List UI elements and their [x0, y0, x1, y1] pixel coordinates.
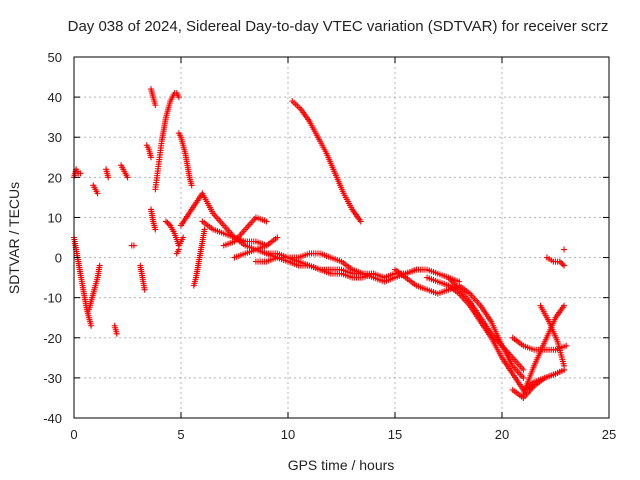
- data-point: [563, 342, 570, 349]
- series-arc-g: [111, 322, 120, 337]
- y-tick-label: -20: [43, 331, 62, 346]
- series-arc-f: [118, 162, 131, 181]
- data-point: [274, 234, 281, 241]
- data-point: [94, 190, 101, 197]
- axis-ticks: [73, 56, 610, 419]
- data-point: [175, 94, 182, 101]
- series-arc-p: [175, 130, 195, 189]
- chart-title: Day 038 of 2024, Sidereal Day-to-day VTE…: [68, 18, 609, 35]
- series-arc-l: [148, 206, 159, 233]
- series-arc-ah: [543, 254, 568, 269]
- grid: [74, 57, 609, 418]
- series-arc-n: [163, 218, 187, 249]
- series-arc-j: [143, 142, 155, 161]
- data-point: [148, 154, 155, 161]
- y-tick-label: -40: [43, 411, 62, 426]
- data-point: [77, 170, 84, 177]
- series-arc-q: [190, 226, 208, 289]
- y-tick-label: -10: [43, 291, 62, 306]
- x-tick-label: 0: [70, 427, 77, 442]
- y-tick-label: 50: [48, 50, 62, 65]
- x-tick-label: 15: [388, 427, 402, 442]
- data-point: [559, 261, 566, 268]
- data-point: [105, 174, 112, 181]
- y-tick-label: 30: [48, 130, 62, 145]
- y-tick-label: -30: [43, 371, 62, 386]
- data-point: [413, 266, 420, 273]
- series-arc-d: [90, 182, 101, 197]
- data-point: [152, 102, 159, 109]
- x-tick-label: 5: [177, 427, 184, 442]
- data-point: [561, 262, 568, 269]
- data-point: [124, 174, 131, 181]
- data-point: [558, 259, 565, 266]
- series-arc-u: [231, 234, 281, 261]
- series-arc-k: [148, 86, 159, 109]
- tick-labels: 0 5 10 15 20 25 -40 -30 -20 -10 0 10 20 30 40 50: [43, 50, 616, 442]
- data-point: [520, 374, 527, 381]
- series-arc-b: [71, 166, 84, 181]
- x-tick-label: 10: [281, 427, 295, 442]
- series-arc-h: [128, 242, 137, 249]
- data-point: [561, 362, 568, 369]
- data-point: [164, 219, 171, 226]
- data-point: [561, 246, 568, 253]
- data-point: [88, 322, 95, 329]
- series-arc-i: [137, 262, 148, 293]
- data-point: [520, 366, 527, 373]
- data-point: [201, 226, 208, 233]
- series-arc-ab: [445, 274, 527, 373]
- data-point: [188, 182, 195, 189]
- series-arc-w: [289, 98, 364, 225]
- data-point: [130, 242, 137, 249]
- data-point: [113, 330, 120, 337]
- data-point: [556, 258, 563, 265]
- plot-frame: [73, 56, 610, 419]
- data-point: [163, 218, 170, 225]
- data-point: [165, 221, 172, 228]
- series-arc-y: [285, 258, 420, 281]
- data-point: [263, 218, 270, 225]
- y-tick-label: 40: [48, 90, 62, 105]
- series-arc-o: [173, 246, 182, 257]
- y-axis-label: SDTVAR / TECUs: [6, 182, 22, 294]
- series-arc-t: [220, 214, 270, 249]
- x-tick-label: 20: [495, 427, 509, 442]
- y-tick-label: 20: [48, 170, 62, 185]
- series-arc-a: [71, 234, 95, 329]
- data-point: [141, 286, 148, 293]
- series-arc-ag: [537, 302, 568, 369]
- y-tick-label: 10: [48, 210, 62, 225]
- x-axis-label: GPS time / hours: [288, 457, 395, 473]
- series-arc-c: [85, 262, 103, 313]
- data-point: [96, 262, 103, 269]
- x-tick-label: 25: [602, 427, 616, 442]
- data-point: [561, 302, 568, 309]
- series-arc-af: [520, 302, 568, 397]
- series-arc-m: [152, 90, 182, 193]
- data-point: [175, 246, 182, 253]
- series-arc-e: [103, 166, 112, 181]
- data-point: [152, 226, 159, 233]
- data-point: [357, 218, 364, 225]
- y-tick-label: 0: [55, 251, 62, 266]
- data-point: [180, 234, 187, 241]
- data-marks: [71, 86, 570, 401]
